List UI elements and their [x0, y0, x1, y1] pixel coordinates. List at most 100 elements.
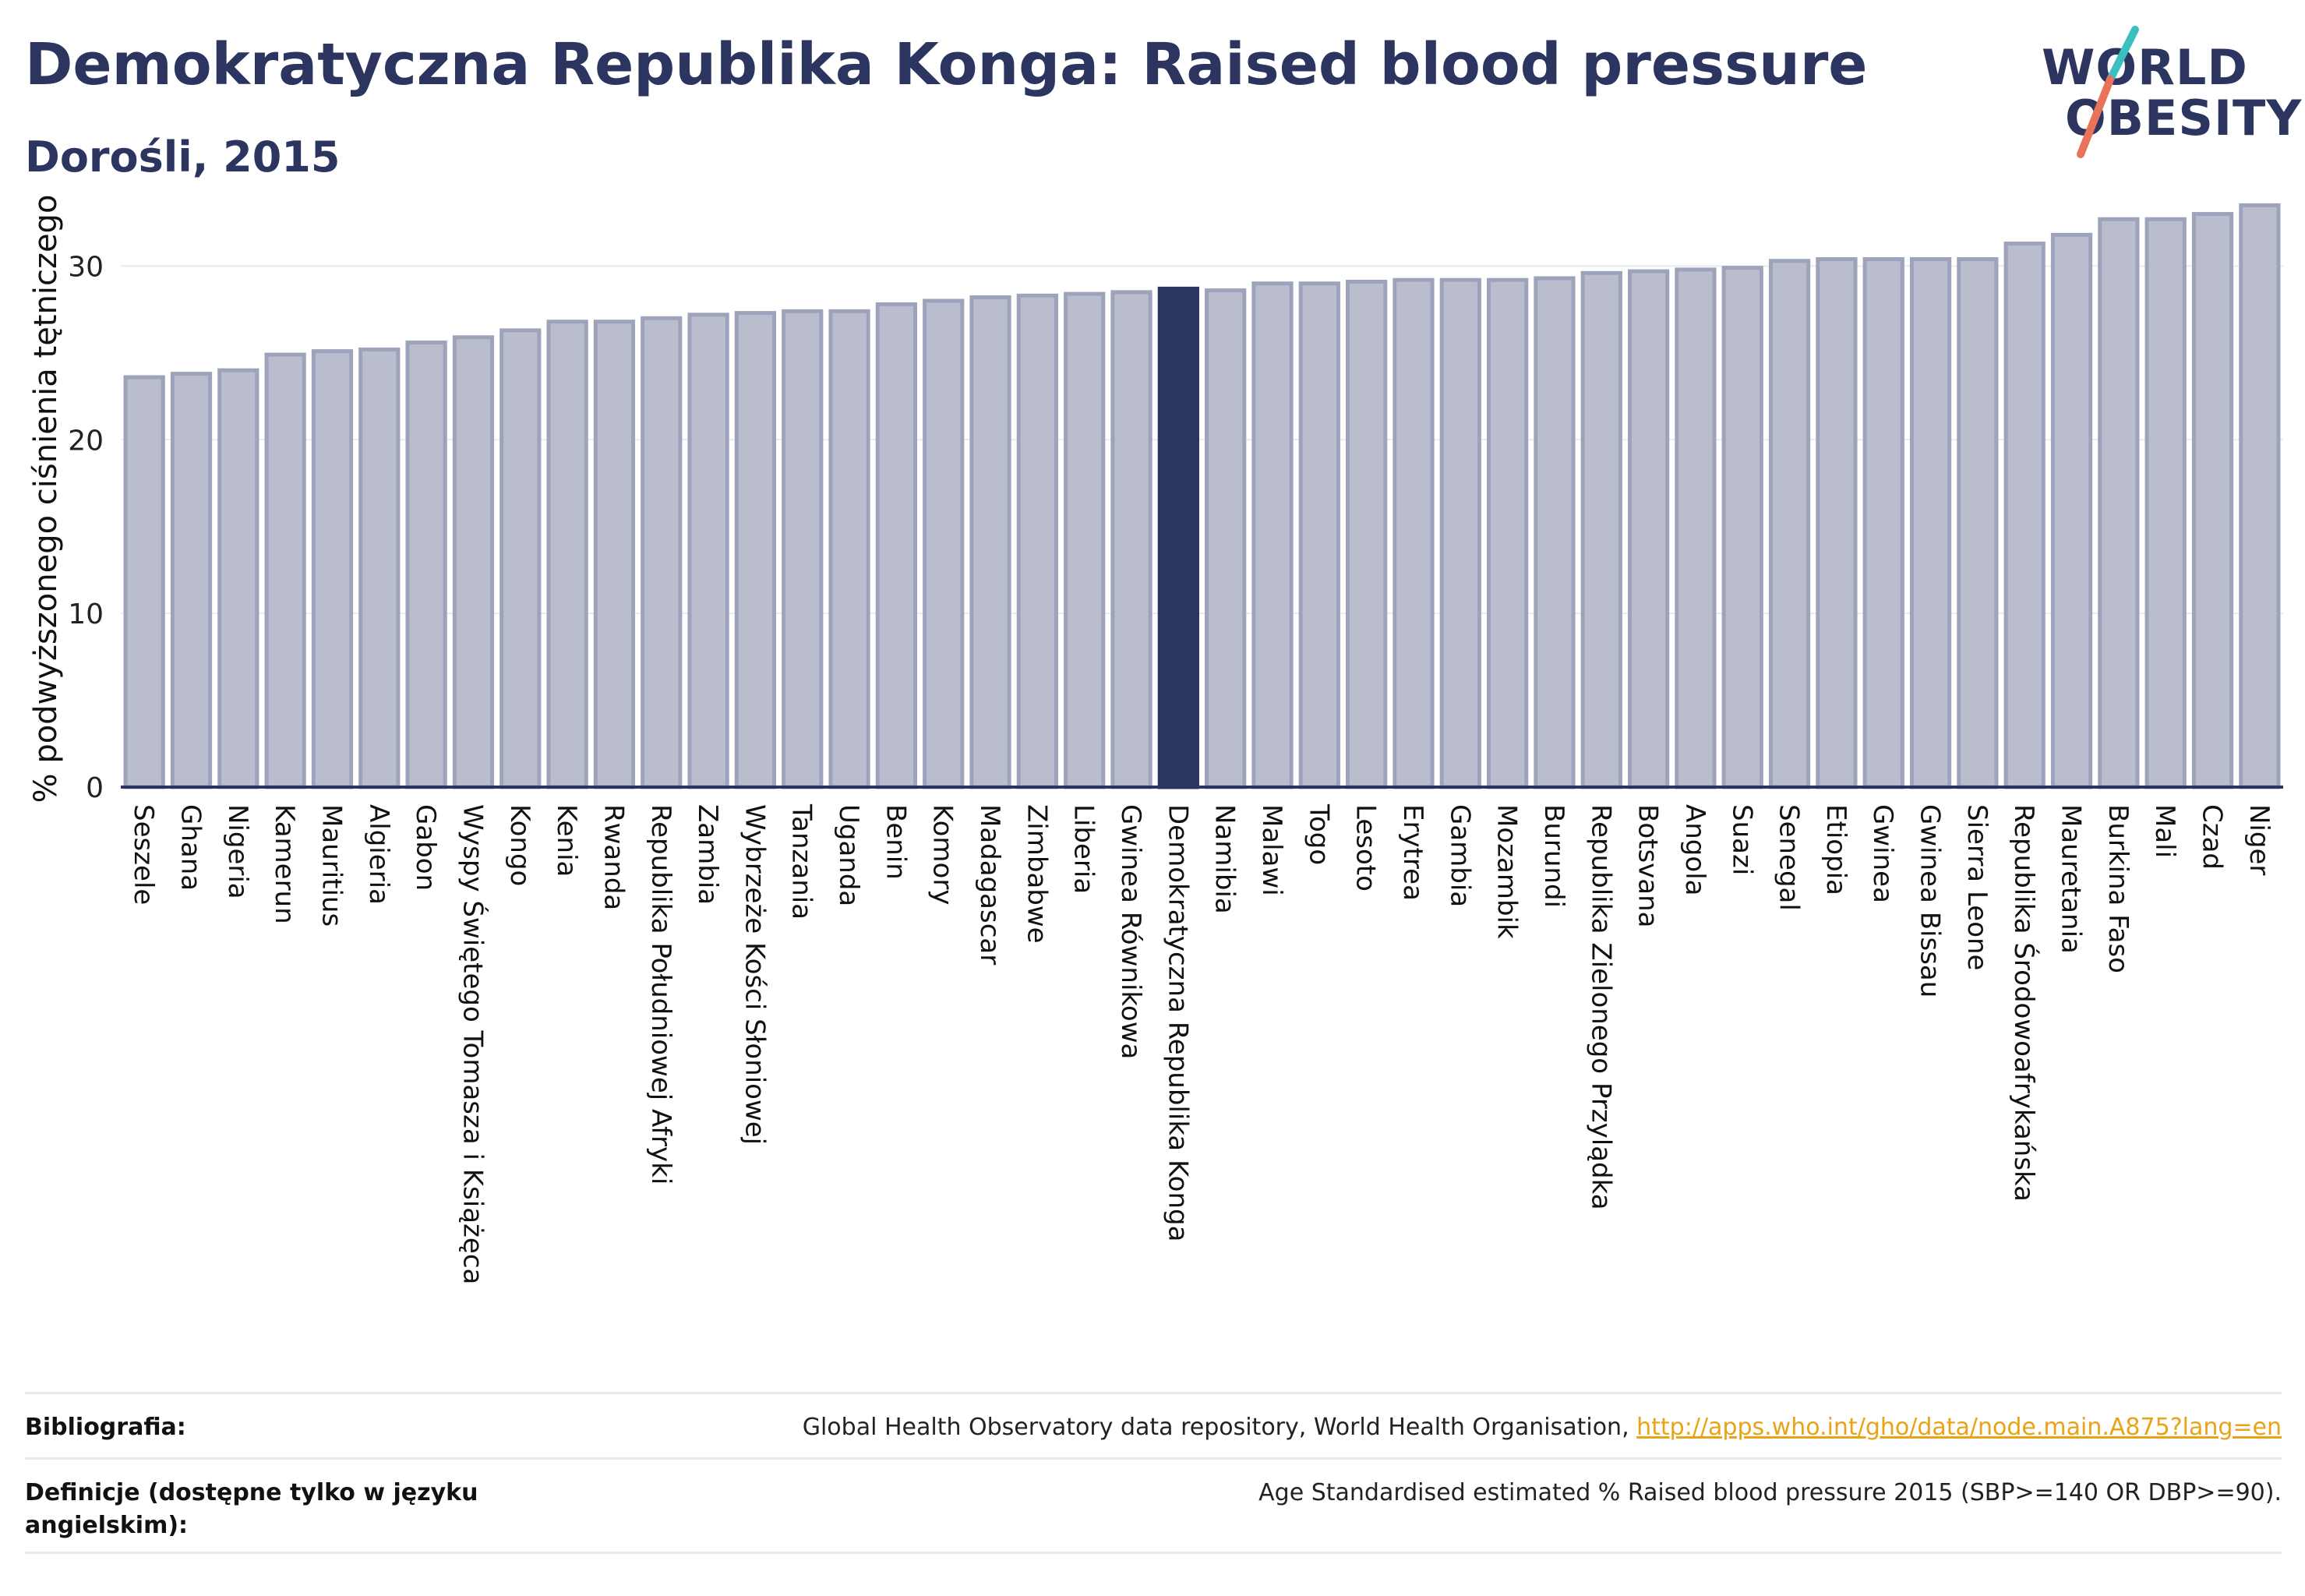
bar: [170, 372, 213, 789]
bibliography-row: Bibliografia: Global Health Observatory …: [25, 1392, 2282, 1457]
x-tick-label: Botsvana: [1633, 804, 1664, 928]
logo-slash-icon: [2077, 26, 2139, 158]
bar: [593, 320, 636, 789]
x-tick-label: Algieria: [363, 804, 394, 905]
x-tick-label: Tanzania: [786, 803, 817, 920]
bar: [1064, 291, 1106, 789]
bar: [2191, 212, 2234, 789]
definition-row: Definicje (dostępne tylko w języku angie…: [25, 1457, 2282, 1554]
x-tick-label: Suazi: [1726, 804, 1757, 875]
x-tick-label: Wyspy Świętego Tomasza i Książęca: [457, 804, 489, 1284]
bar: [311, 349, 354, 789]
bar: [405, 340, 447, 789]
x-tick-label: Gwinea: [1867, 804, 1898, 903]
x-tick-label: Uganda: [833, 804, 864, 906]
logo-line1: WORLD: [2042, 39, 2248, 96]
bar: [1580, 270, 1622, 789]
bar: [1251, 281, 1294, 789]
bar: [782, 309, 824, 789]
x-tick-label: Angola: [1679, 804, 1710, 895]
bar: [2003, 241, 2046, 789]
x-tick-label: Madagascar: [974, 804, 1005, 965]
bar: [687, 312, 729, 789]
bar: [734, 311, 777, 789]
page-title: Demokratyczna Republika Konga: Raised bl…: [25, 31, 1868, 98]
x-tick-label: Gambia: [1444, 804, 1475, 907]
bar: [1957, 257, 1999, 789]
bar: [1768, 259, 1811, 789]
bar: [641, 316, 683, 789]
x-tick-label: Gwinea Równikowa: [1115, 804, 1146, 1059]
bar: [2239, 203, 2281, 789]
bar: [1816, 257, 1858, 789]
x-tick-label: Kenia: [551, 804, 582, 877]
bar: [923, 298, 965, 789]
page-subtitle: Dorośli, 2015: [25, 132, 341, 182]
x-tick-label: Niger: [2243, 804, 2275, 875]
x-tick-label: Togo: [1303, 803, 1334, 865]
bar: [1721, 266, 1763, 789]
bar: [499, 328, 542, 789]
x-tick-label: Gabon: [410, 804, 441, 891]
bar: [2144, 217, 2187, 789]
bar: [1298, 281, 1340, 789]
bar: [1862, 257, 1904, 789]
bar: [1393, 277, 1435, 789]
y-axis-label: % podwyższonego ciśnienia tętniczego: [28, 195, 64, 803]
bar-chart: 0 10 20 30% podwyższonego ciśnienia tętnicz…: [28, 195, 2283, 1284]
bar: [1534, 276, 1576, 789]
x-tick-label: Republika Zielonego Przylądka: [1585, 804, 1616, 1210]
bar: [1439, 277, 1481, 789]
y-tick-label: 20: [68, 425, 104, 457]
x-tick-label: Burkina Faso: [2102, 804, 2134, 973]
x-tick-label: Erytrea: [1397, 804, 1428, 901]
x-tick-label: Mauretania: [2056, 804, 2087, 954]
x-tick-label: Namibia: [1209, 804, 1241, 914]
bar: [1909, 257, 1952, 789]
bar: [1627, 269, 1670, 789]
x-tick-label: Seszele: [128, 804, 159, 905]
x-tick-label: Malawi: [1256, 804, 1287, 896]
x-tick-label: Liberia: [1068, 804, 1100, 894]
x-tick-label: Ghana: [175, 804, 206, 891]
bar: [969, 295, 1011, 789]
bibliography-label: Bibliografia:: [25, 1414, 186, 1441]
bibliography-value: Global Health Observatory data repositor…: [803, 1411, 2282, 1444]
x-tick-label: Sierra Leone: [1961, 804, 1993, 970]
bar: [1675, 267, 1717, 789]
x-tick-label: Republika Środowoafrykańska: [2008, 804, 2040, 1202]
bar: [546, 320, 588, 789]
footer: Bibliografia: Global Health Observatory …: [25, 1392, 2282, 1554]
x-tick-label: Zambia: [692, 804, 723, 905]
bibliography-link[interactable]: http://apps.who.int/gho/data/node.main.A…: [1636, 1414, 2282, 1441]
bar: [1486, 277, 1529, 789]
bar: [875, 302, 918, 789]
world-obesity-logo: WORLD OBESITY: [2034, 23, 2301, 164]
bar: [1346, 279, 1388, 789]
x-tick-label: Zimbabwe: [1021, 804, 1052, 944]
y-tick-label: 0: [86, 772, 104, 804]
bibliography-text: Global Health Observatory data repositor…: [802, 1414, 1637, 1441]
x-tick-label: Senegal: [1774, 804, 1805, 911]
x-tick-label: Kongo: [504, 804, 535, 886]
definition-label: Definicje (dostępne tylko w języku angie…: [25, 1479, 478, 1539]
x-tick-label: Mauritius: [316, 804, 347, 927]
x-tick-label: Gwinea Bissau: [1915, 804, 1946, 998]
x-tick-label: Burundi: [1538, 804, 1569, 908]
bar: [264, 352, 306, 789]
x-tick-label: Benin: [880, 804, 911, 880]
bar: [217, 368, 259, 789]
definition-value: Age Standardised estimated % Raised bloo…: [1258, 1479, 2282, 1506]
x-tick-label: Kamerun: [269, 804, 300, 924]
x-tick-label: Republika Południowej Afryki: [645, 804, 676, 1185]
x-tick-label: Czad: [2197, 804, 2228, 870]
x-tick-label: Demokratyczna Republika Konga: [1162, 804, 1193, 1241]
bar: [1110, 290, 1152, 789]
bar: [2050, 232, 2093, 789]
x-tick-label: Mozambik: [1491, 804, 1523, 939]
bar: [828, 309, 870, 789]
bar: [123, 375, 165, 789]
x-tick-label: Wybrzeże Kości Słoniowej: [739, 804, 770, 1145]
bar: [1016, 293, 1058, 789]
bar: [1205, 288, 1247, 789]
